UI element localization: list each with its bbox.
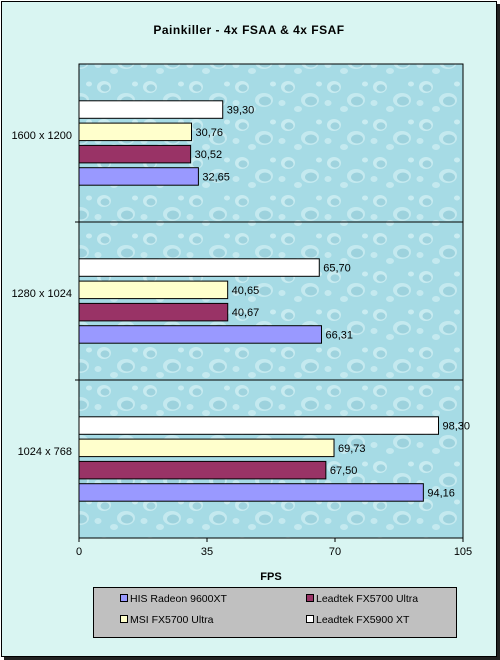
- legend-label: MSI FX5700 Ultra: [130, 614, 214, 626]
- bar: [78, 167, 199, 186]
- legend: HIS Radeon 9600XT Leadtek FX5700 Ultra M…: [93, 587, 457, 638]
- bar: [78, 438, 335, 458]
- x-axis: 0 35 70 105: [76, 538, 472, 558]
- legend-item-leadtek-fx5700-ultra: Leadtek FX5700 Ultra: [306, 592, 418, 606]
- value-label: 30,76: [195, 127, 223, 139]
- bar: [78, 325, 323, 344]
- legend-swatch: [306, 615, 314, 624]
- bar: [78, 416, 439, 435]
- value-labels: 32,65 30,52 30,76 39,30 66,31 40,67 40,65 65,70…: [195, 105, 470, 500]
- legend-label: Leadtek FX5900 XT: [316, 614, 410, 626]
- legend-swatch: [120, 615, 128, 624]
- bar: [78, 144, 192, 164]
- legend-label: HIS Radeon 9600XT: [130, 593, 227, 605]
- legend-item-msi-fx5700-ultra: MSI FX5700 Ultra: [120, 613, 213, 627]
- x-tick-label: 105: [454, 546, 472, 558]
- bar: [78, 122, 192, 142]
- legend-swatch: [120, 594, 128, 603]
- category-label: 1024 x 768: [18, 446, 72, 458]
- legend-item-leadtek-fx5900-xt: Leadtek FX5900 XT: [306, 613, 409, 627]
- bar: [78, 100, 224, 119]
- legend-label: Leadtek FX5700 Ultra: [316, 593, 419, 605]
- bar: [78, 280, 229, 300]
- x-axis-label: FPS: [260, 571, 281, 582]
- value-label: 69,73: [338, 443, 366, 455]
- value-label: 98,30: [442, 421, 470, 433]
- x-tick-label: 35: [201, 546, 213, 558]
- plot-area: [78, 63, 464, 539]
- x-tick-label: 70: [329, 546, 341, 558]
- bar: [78, 302, 229, 322]
- category-labels: 1600 x 1200 1280 x 1024 1024 x 768: [11, 130, 72, 458]
- category-label: 1600 x 1200: [11, 130, 72, 142]
- legend-item-his-radeon-9600xt: HIS Radeon 9600XT: [120, 592, 227, 606]
- legend-swatch: [306, 594, 314, 603]
- category-dividers: [75, 221, 463, 381]
- chart-title: Painkiller - 4x FSAA & 4x FSAF: [153, 23, 345, 37]
- bar: [78, 483, 424, 502]
- category-label: 1280 x 1024: [11, 288, 72, 300]
- value-label: 65,70: [323, 263, 351, 275]
- value-label: 40,65: [232, 285, 260, 297]
- bars: [78, 100, 439, 502]
- bar-chart: 32,65 30,52 30,76 39,30 66,31 40,67 40,65 65,70…: [11, 63, 472, 582]
- value-label: 94,16: [427, 487, 455, 499]
- value-label: 40,67: [232, 307, 260, 319]
- value-label: 30,52: [195, 149, 223, 161]
- x-tick-label: 0: [76, 546, 82, 558]
- value-label: 66,31: [326, 329, 354, 341]
- value-label: 32,65: [202, 171, 230, 183]
- bar: [78, 460, 327, 480]
- value-label: 67,50: [330, 465, 358, 477]
- bar: [78, 258, 320, 277]
- value-label: 39,30: [227, 105, 255, 117]
